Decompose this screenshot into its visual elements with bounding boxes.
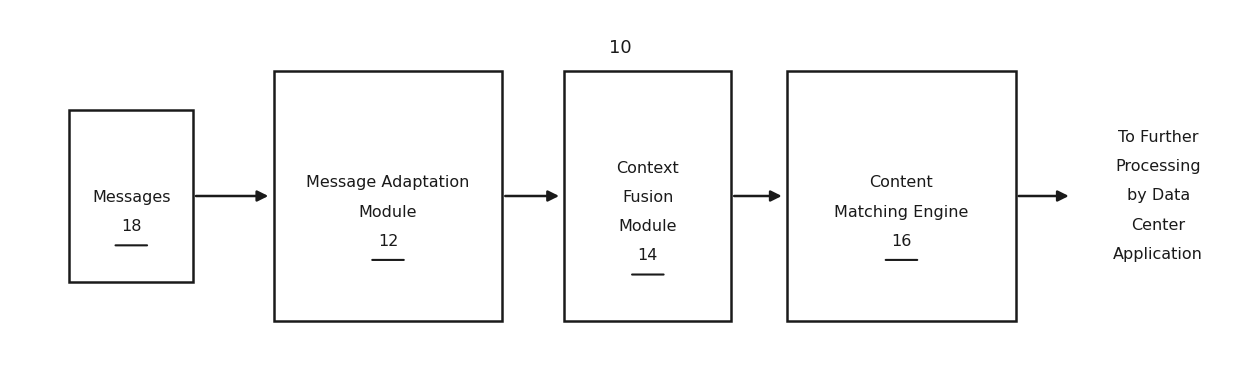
Text: 14: 14 <box>637 249 658 263</box>
Text: Module: Module <box>358 205 418 220</box>
Text: Processing: Processing <box>1115 159 1202 174</box>
FancyBboxPatch shape <box>69 111 193 281</box>
Text: Context: Context <box>616 161 680 176</box>
FancyBboxPatch shape <box>564 71 732 321</box>
Text: Application: Application <box>1114 247 1203 262</box>
Text: To Further: To Further <box>1118 130 1198 145</box>
Text: Module: Module <box>619 219 677 234</box>
Text: by Data: by Data <box>1127 189 1190 203</box>
Text: Message Adaptation: Message Adaptation <box>306 175 470 191</box>
Text: 12: 12 <box>378 234 398 249</box>
Text: 10: 10 <box>609 39 631 57</box>
FancyBboxPatch shape <box>787 71 1016 321</box>
Text: Matching Engine: Matching Engine <box>835 205 968 220</box>
Text: Center: Center <box>1131 218 1185 233</box>
Text: 18: 18 <box>122 219 141 234</box>
FancyBboxPatch shape <box>274 71 502 321</box>
Text: 16: 16 <box>892 234 911 249</box>
Text: Fusion: Fusion <box>622 190 673 205</box>
Text: Content: Content <box>869 175 934 191</box>
Text: Messages: Messages <box>92 190 171 205</box>
